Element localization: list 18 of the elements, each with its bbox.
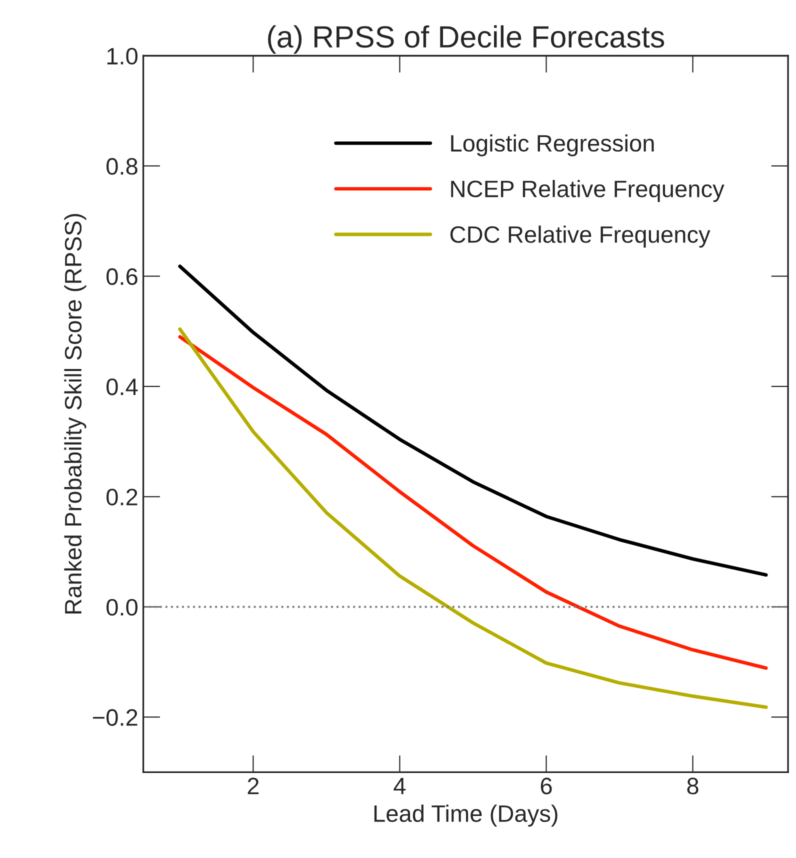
x-tick-label: 2 <box>248 778 259 794</box>
x-tick-label: 4 <box>394 778 406 794</box>
y-tick-label: 0.6 <box>106 268 138 285</box>
y-tick-label: 0.2 <box>106 488 138 506</box>
legend-label: Logistic Regression <box>451 134 654 156</box>
legend-label: CDC Relative Frequency <box>450 226 710 248</box>
legend-label: NCEP Relative Frequency <box>451 180 724 202</box>
x-axis-title: Lead Time (Days) <box>374 804 558 827</box>
x-tick-label: 8 <box>687 778 698 794</box>
y-tick-label: 0.0 <box>106 598 138 616</box>
y-tick-label: 1.0 <box>107 48 138 65</box>
y-tick-label: 0.8 <box>106 158 138 175</box>
line-series <box>178 264 768 577</box>
y-tick-label: 0.4 <box>106 378 138 396</box>
y-tick-label: −0.2 <box>92 709 138 726</box>
x-tick-label: 6 <box>540 778 552 794</box>
y-axis-title: Ranked Probability Skill Score (RPSS) <box>64 214 86 614</box>
chart-title: (a) RPSS of Decile Forecasts <box>268 25 664 54</box>
